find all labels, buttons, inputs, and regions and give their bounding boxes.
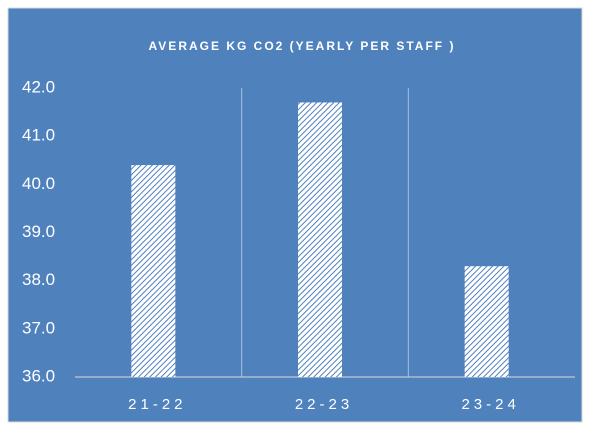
y-tick-label: 37.0: [22, 318, 55, 337]
y-tick-label: 41.0: [22, 126, 55, 145]
chart-title: AVERAGE KG CO2 (YEARLY PER STAFF ): [149, 39, 456, 53]
bar: [464, 266, 509, 377]
y-tick-label: 39.0: [22, 222, 55, 241]
y-tick-label: 36.0: [22, 366, 55, 385]
y-tick-label: 42.0: [22, 77, 55, 96]
bar: [131, 165, 176, 377]
x-tick-label: 23-24: [461, 396, 519, 413]
y-tick-label: 40.0: [22, 174, 55, 193]
x-tick-label: 21-22: [128, 396, 186, 413]
bar: [298, 102, 342, 377]
x-tick-label: 22-23: [295, 396, 353, 413]
y-tick-label: 38.0: [22, 270, 55, 289]
